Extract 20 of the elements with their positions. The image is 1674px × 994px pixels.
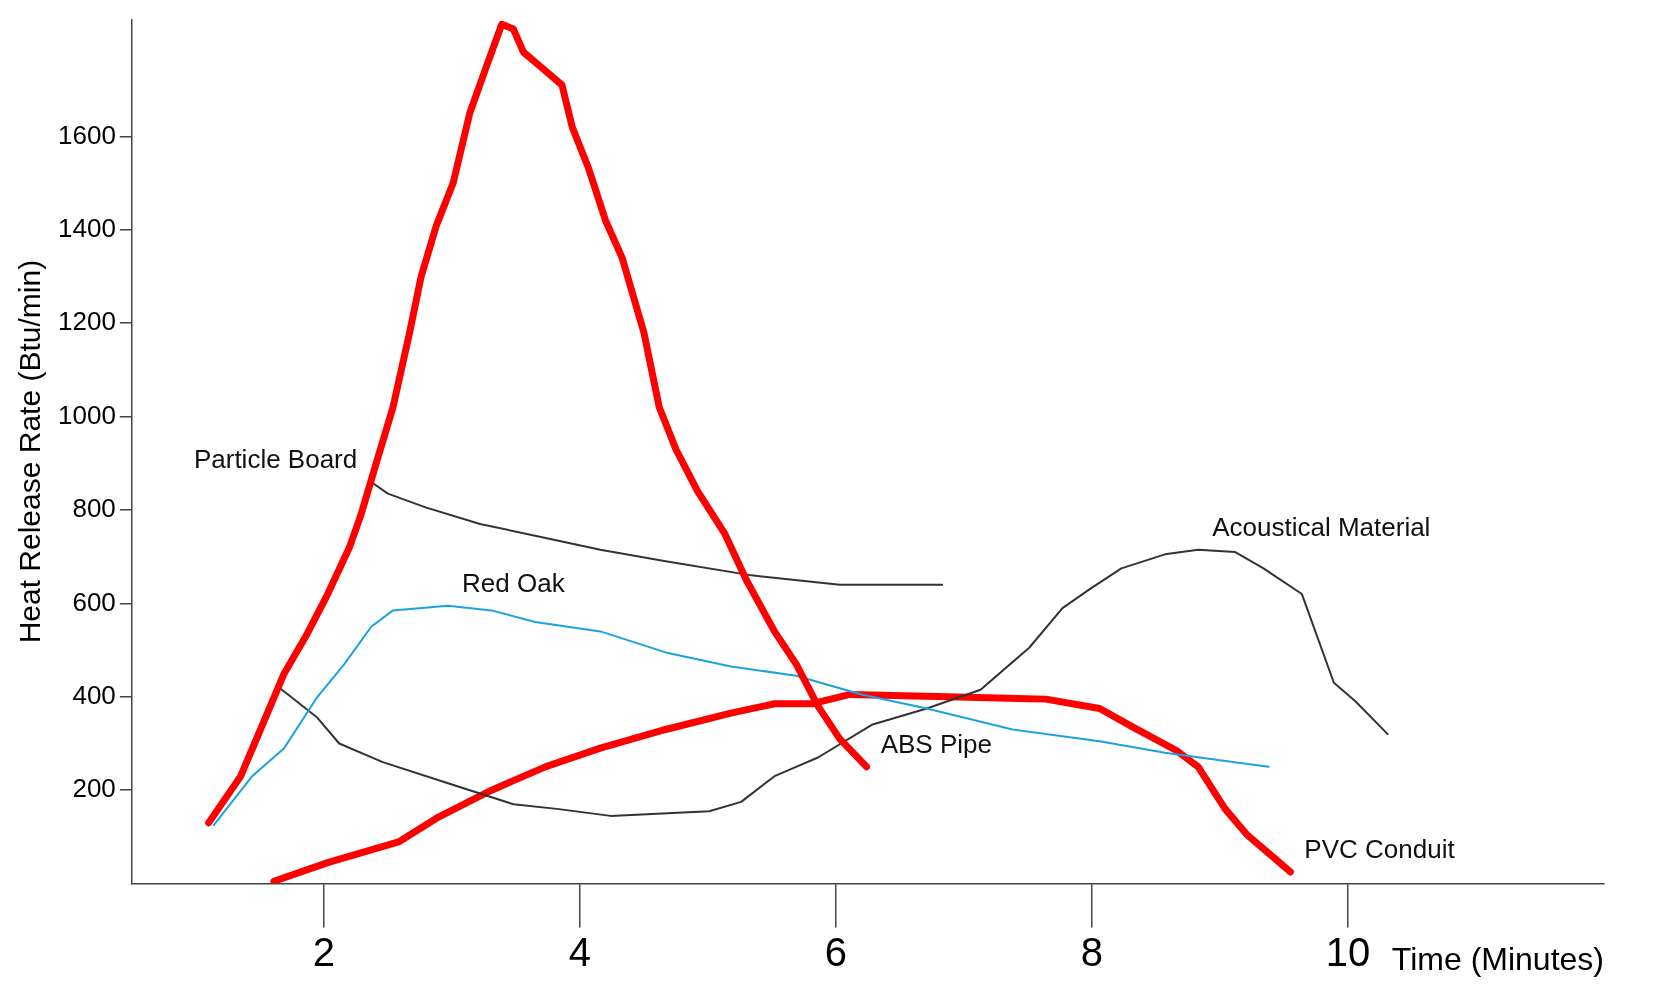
y-tick-label: 600 bbox=[72, 586, 116, 617]
series-label: ABS Pipe bbox=[880, 729, 992, 760]
x-tick-label: 2 bbox=[312, 929, 335, 974]
y-tick-label: 400 bbox=[72, 679, 116, 710]
x-tick-label: 4 bbox=[568, 929, 592, 974]
x-axis-title: Time (Minutes) bbox=[1391, 940, 1604, 977]
y-tick-label: 1200 bbox=[58, 306, 116, 337]
series-label: Particle Board bbox=[193, 444, 358, 475]
x-tick-label: 6 bbox=[824, 929, 848, 974]
y-tick-label: 1000 bbox=[58, 399, 116, 430]
x-tick-label: 10 bbox=[1325, 929, 1371, 974]
y-tick-label: 1600 bbox=[58, 119, 116, 150]
series-label: Red Oak bbox=[462, 567, 566, 598]
series-label: Acoustical Material bbox=[1212, 511, 1431, 542]
series-label: PVC Conduit bbox=[1304, 834, 1456, 865]
y-tick-label: 200 bbox=[72, 773, 116, 804]
y-tick-label: 1400 bbox=[58, 212, 116, 243]
x-tick-label: 8 bbox=[1080, 929, 1104, 974]
y-axis-title: Heat Release Rate (Btu/min) bbox=[13, 259, 47, 644]
y-tick-label: 800 bbox=[72, 493, 116, 524]
